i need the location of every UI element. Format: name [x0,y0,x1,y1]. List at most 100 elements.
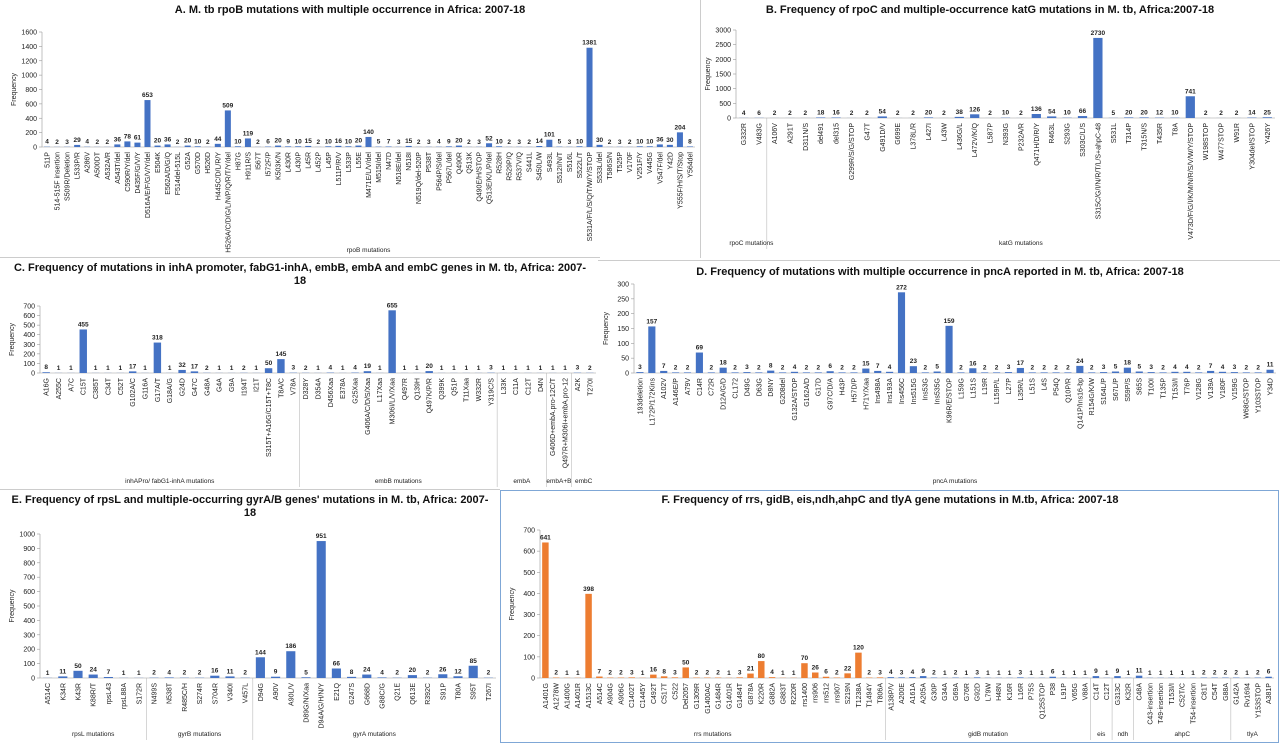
x-tick-label: C11A [513,378,520,395]
y-tick-label: 600 [23,589,35,596]
bar [695,352,703,373]
bar [801,663,808,678]
x-tick-label: S65S [1137,378,1144,395]
x-tick-label: W332R [476,378,483,401]
value-label: 2 [959,364,963,371]
x-tick-label: Ins535G [935,378,942,404]
value-label: 15 [405,138,413,145]
value-label: 50 [74,663,82,670]
group-label: gidB mutation [968,731,1008,738]
x-tick-label: G299R/S/G/STOP [849,123,856,180]
bar [542,542,549,678]
x-tick-label: N518I [406,152,413,171]
value-label: 3 [1007,364,1011,371]
value-label: 50 [682,659,690,666]
bar [636,372,644,373]
x-tick-label: H57D/P [851,378,858,403]
x-tick-label: G116A [142,378,149,400]
bar [981,372,989,373]
value-label: 1 [464,365,468,372]
y-tick-label: 2000 [715,57,731,64]
x-tick-label: V340I [227,683,234,701]
value-label: 1 [57,365,61,372]
bar [656,144,663,147]
y-tick-label: 0 [31,371,35,378]
value-label: 5 [377,139,381,146]
value-label: 2 [781,364,785,371]
y-tick-label: 0 [31,676,35,683]
value-label: 20 [426,363,434,370]
x-tick-label: Ins515G [911,378,918,404]
x-tick-label: E378A [340,378,347,399]
x-tick-label: T100I [1149,378,1156,396]
value-label: 3 [1102,364,1106,371]
x-tick-label: N538T [167,682,174,704]
x-tick-label: N519Q/del-520P [416,152,423,204]
value-label: 2 [805,364,809,371]
x-tick-label: Y304del/STOP [1249,123,1256,170]
value-label: 2 [95,139,99,146]
x-tick-label: V65G [1072,683,1079,701]
x-tick-label: A106V [772,123,779,144]
value-label: 17 [129,363,137,370]
x-tick-label: W198STOP [1203,123,1210,161]
x-tick-label: D4N [538,378,545,392]
x-tick-label: S67L/P [1113,378,1120,401]
bar [576,146,583,147]
x-tick-label: Rv1694 [1244,683,1251,707]
y-tick-label: 200 [617,311,629,318]
bar [407,675,417,678]
value-label: 3 [568,139,572,146]
x-tick-label: R537V/Q [517,151,524,180]
bar [1049,676,1056,678]
y-tick-label: 800 [25,87,37,94]
value-label: 2 [316,139,320,146]
x-tick-label: M471E/L/V/del [366,152,373,198]
value-label: 20 [355,138,363,145]
y-tick-label: 300 [523,612,535,619]
bar [79,329,87,373]
value-label: 2 [788,110,792,117]
x-tick-label: L33K [501,378,508,395]
value-label: 2 [1090,364,1094,371]
bar [445,146,452,147]
x-tick-label: G570D [195,152,202,174]
value-label: 4 [380,669,384,676]
value-label: 1 [997,670,1001,677]
x-tick-label: Q497K/P/R [427,378,434,413]
x-tick-label: Q490E/H/STOP [476,152,483,202]
value-label: 1 [1126,670,1130,677]
value-label: 1 [415,365,419,372]
value-label: 1 [1170,670,1174,677]
value-label: 50 [265,360,273,367]
y-tick-label: 1000 [19,532,35,539]
x-tick-label: A161A [910,683,917,704]
value-label: 4 [742,110,746,117]
x-tick-label: del315 [834,123,841,144]
bar [1093,37,1103,118]
group-label: gyrA mutations [353,731,397,738]
value-label: 36 [114,136,122,143]
bar [676,132,683,147]
y-tick-label: 1400 [21,44,37,51]
x-tick-label: V180F [1220,378,1227,399]
x-tick-label: G883T [780,682,787,704]
bar [355,145,362,147]
bar [822,676,830,678]
x-tick-label: rrs512 [823,683,830,703]
x-tick-label: Y153STOP [1255,683,1262,719]
bar [285,146,292,147]
value-label: 7 [598,669,602,676]
x-tick-label: R529P/Q [507,151,514,180]
x-tick-label: A90V [273,683,280,700]
value-label: 3 [630,669,634,676]
value-label: 140 [363,129,374,136]
value-label: 2 [55,139,59,146]
value-label: 2 [198,670,202,677]
x-tick-label: Q497R [402,378,409,400]
value-label: 1 [1008,670,1012,677]
value-label: 4 [45,139,49,146]
y-axis-label: Frequency [11,72,18,106]
value-label: 655 [387,302,398,309]
bar [234,146,241,147]
